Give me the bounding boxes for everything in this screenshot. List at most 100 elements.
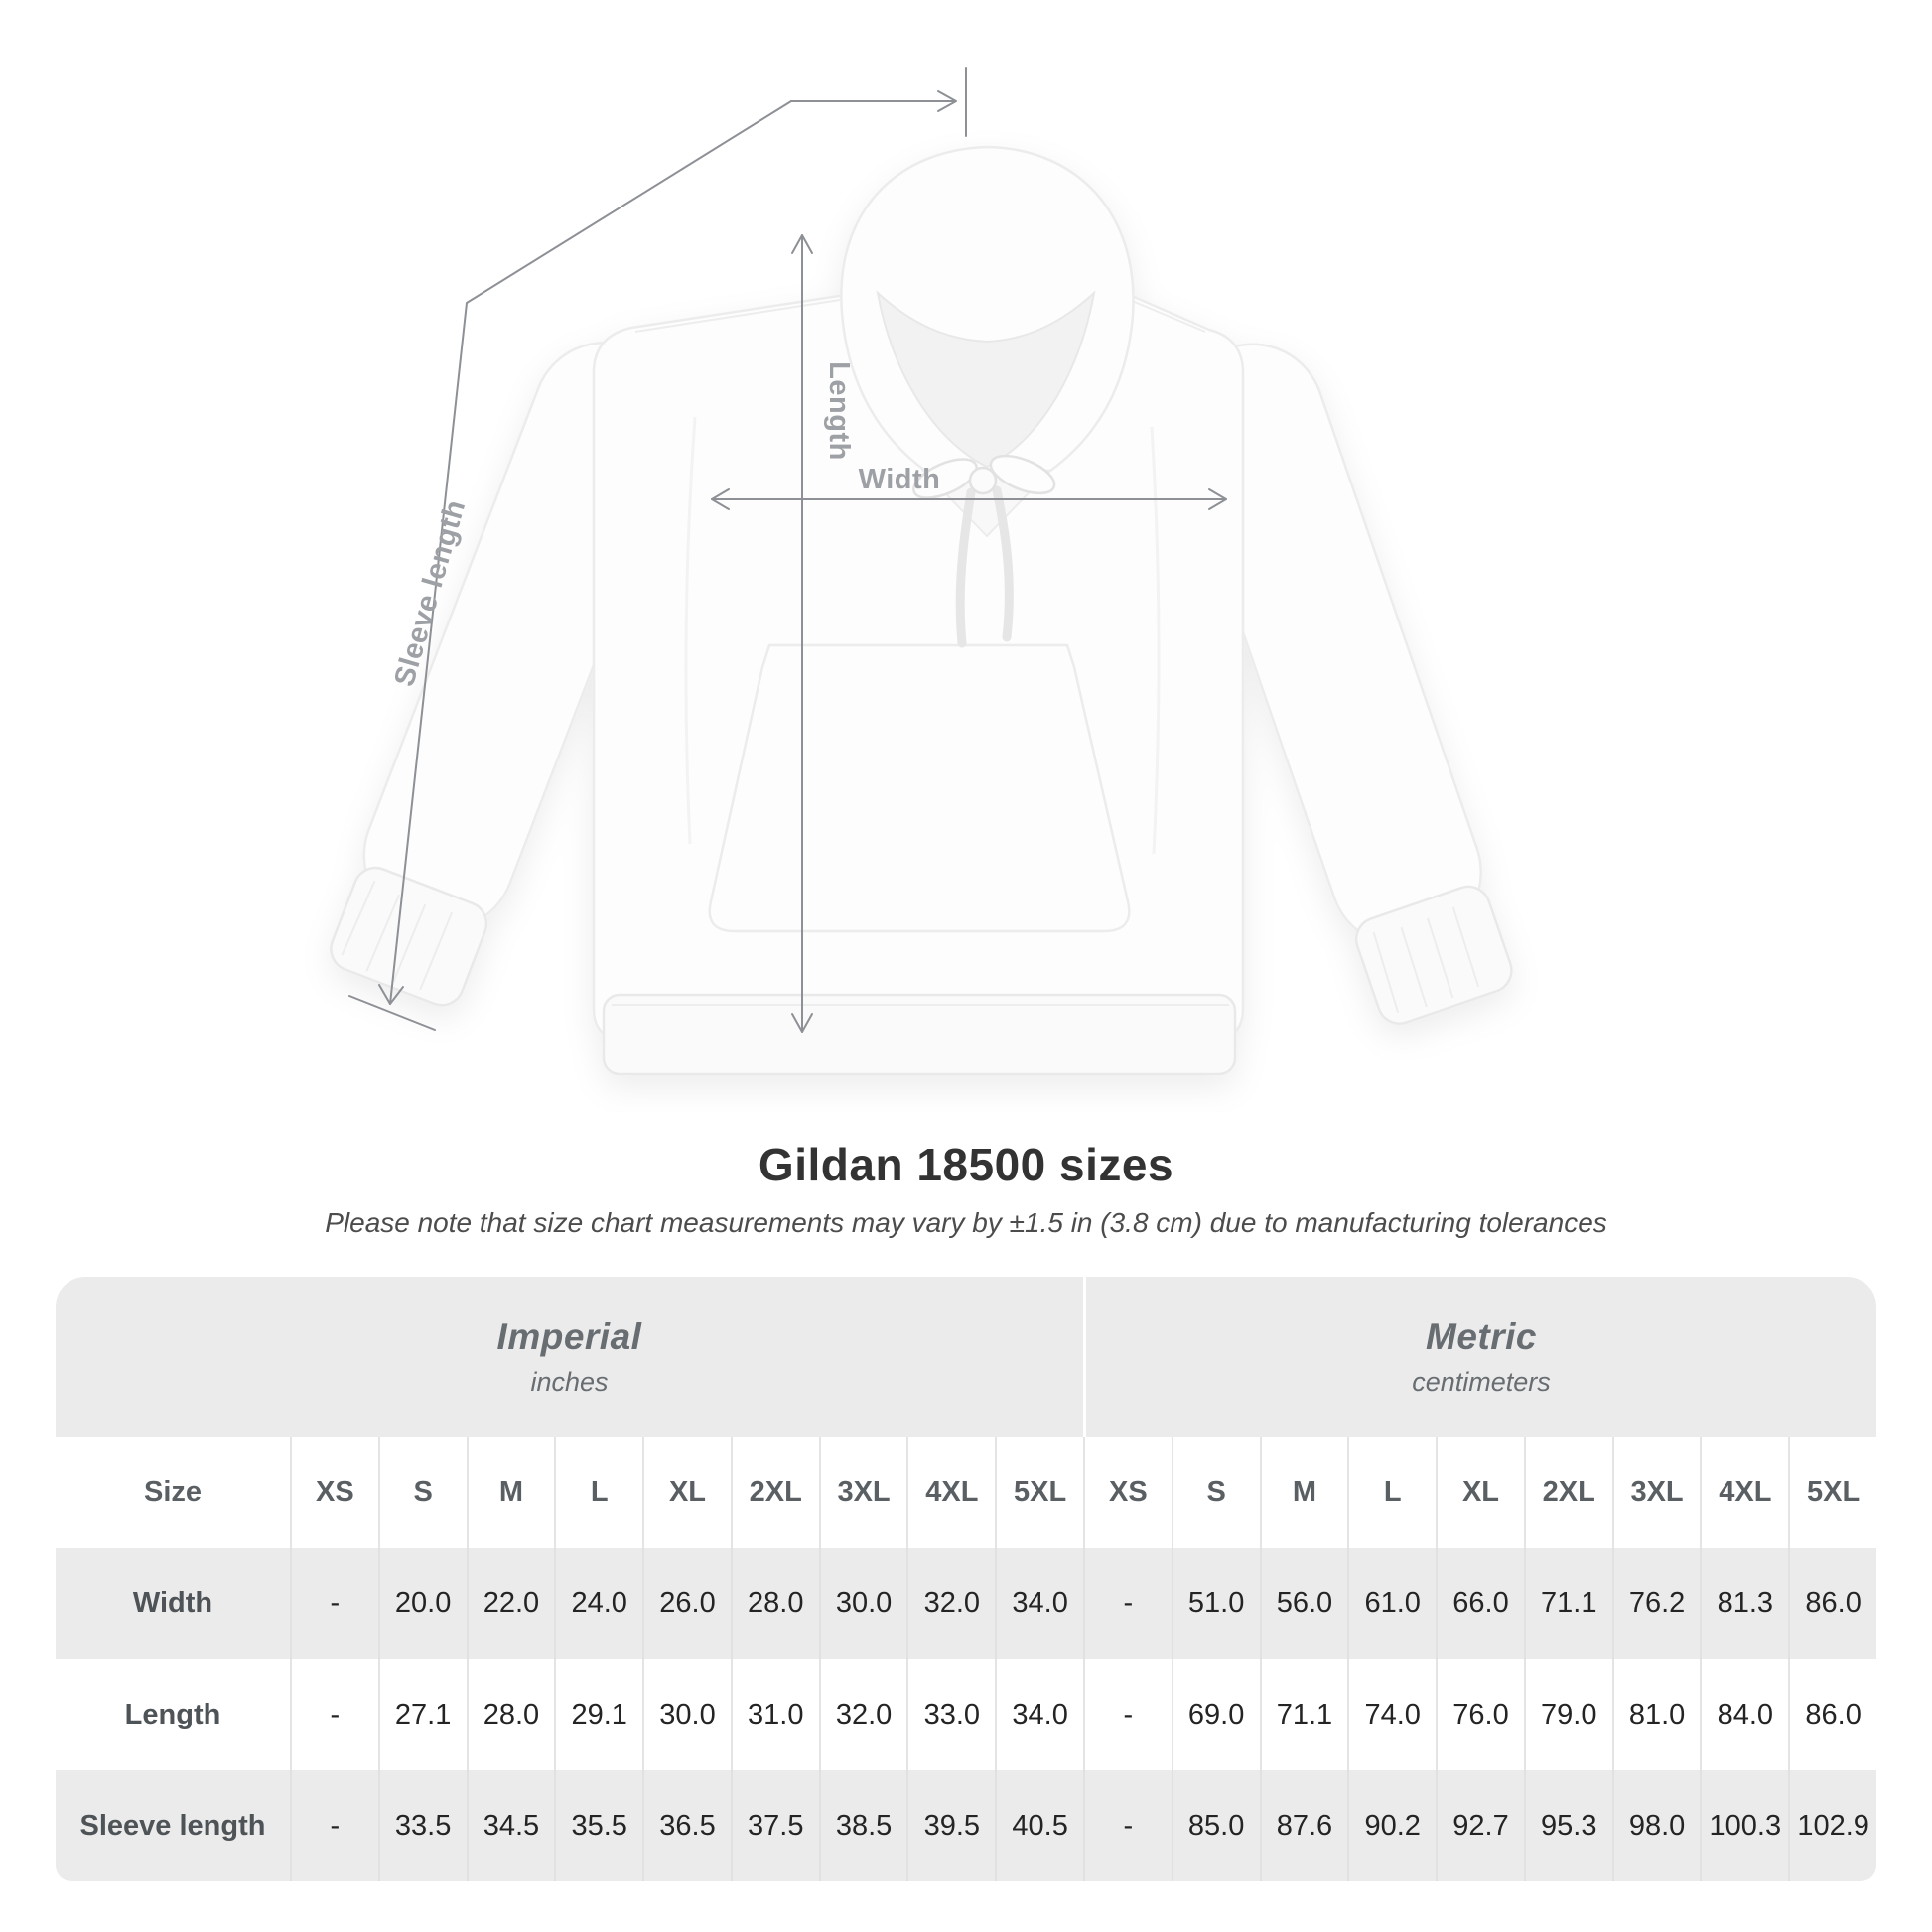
table-cell: 98.0 xyxy=(1611,1770,1701,1881)
hoodie-photo xyxy=(330,145,1513,1076)
table-cell: 81.3 xyxy=(1700,1548,1789,1659)
size-col-header: 2XL xyxy=(730,1437,819,1548)
hoodie-diagram-canvas: Sleeve length Length Width xyxy=(330,67,1513,1076)
size-col-header: 3XL xyxy=(1611,1437,1701,1548)
down-arrowhead-icon xyxy=(378,984,404,1005)
table-cell: 33.5 xyxy=(377,1770,467,1881)
table-cell: 32.0 xyxy=(906,1548,996,1659)
table-cell: 85.0 xyxy=(1171,1770,1260,1881)
size-col-header: 2XL xyxy=(1523,1437,1612,1548)
table-cell: 30.0 xyxy=(642,1659,731,1770)
table-cell: 51.0 xyxy=(1171,1548,1260,1659)
table-cell: - xyxy=(290,1659,378,1770)
table-cell: 40.5 xyxy=(995,1770,1083,1881)
table-cell: 100.3 xyxy=(1700,1770,1789,1881)
size-col-header: 5XL xyxy=(1788,1437,1876,1548)
size-table: Imperial inches Metric centimeters Size … xyxy=(56,1277,1876,1881)
sleeve-end-tick-mark xyxy=(348,995,436,1031)
sleeve-length-line xyxy=(389,100,792,1005)
table-cell: 95.3 xyxy=(1523,1770,1612,1881)
table-cell: 86.0 xyxy=(1788,1659,1876,1770)
heading-block: Gildan 18500 sizes Please note that size… xyxy=(0,1138,1932,1239)
size-col-header: 5XL xyxy=(995,1437,1083,1548)
size-col-header: S xyxy=(1171,1437,1260,1548)
table-cell: 38.5 xyxy=(818,1770,907,1881)
table-cell: 39.5 xyxy=(906,1770,996,1881)
table-cell: 37.5 xyxy=(730,1770,819,1881)
table-cell: 28.0 xyxy=(730,1548,819,1659)
size-col-header: XL xyxy=(1436,1437,1524,1548)
table-cell: 31.0 xyxy=(730,1659,819,1770)
width-label: Width xyxy=(859,464,941,495)
size-table-wrap: Imperial inches Metric centimeters Size … xyxy=(56,1277,1876,1881)
row-label: Width xyxy=(56,1548,290,1659)
table-cell: 71.1 xyxy=(1523,1548,1612,1659)
table-cell: 61.0 xyxy=(1347,1548,1437,1659)
size-column-header: Size xyxy=(143,1475,203,1508)
table-cell: 81.0 xyxy=(1611,1659,1701,1770)
table-cell: 87.6 xyxy=(1259,1770,1348,1881)
table-cell: 26.0 xyxy=(642,1548,731,1659)
row-label: Sleeve length xyxy=(56,1770,290,1881)
table-cell: 66.0 xyxy=(1436,1548,1524,1659)
table-cell: - xyxy=(290,1548,378,1659)
table-cell: 30.0 xyxy=(818,1548,907,1659)
size-col-header: L xyxy=(1347,1437,1436,1548)
row-label: Length xyxy=(124,1698,221,1730)
size-col-header: 4XL xyxy=(1700,1437,1788,1548)
table-cell: 79.0 xyxy=(1523,1659,1612,1770)
right-arrowhead-icon xyxy=(1208,488,1227,510)
hoodie-measurement-diagram: Sleeve length Length Width xyxy=(330,67,1513,1076)
table-cell: 35.5 xyxy=(554,1770,643,1881)
metric-label: Metric xyxy=(1426,1315,1537,1357)
table-cell: 76.0 xyxy=(1436,1659,1524,1770)
size-col-header: XS xyxy=(290,1437,378,1548)
table-cell: 27.1 xyxy=(377,1659,467,1770)
table-cell: 69.0 xyxy=(1171,1659,1260,1770)
table-cell: 20.0 xyxy=(377,1548,467,1659)
imperial-unit-label: inches xyxy=(530,1366,609,1397)
size-col-header: L xyxy=(554,1437,642,1548)
size-col-header: M xyxy=(466,1437,555,1548)
table-cell: 24.0 xyxy=(554,1548,643,1659)
table-cell: - xyxy=(290,1770,378,1881)
size-col-header: XL xyxy=(642,1437,731,1548)
table-cell: 74.0 xyxy=(1347,1659,1436,1770)
page-title: Gildan 18500 sizes xyxy=(758,1139,1174,1190)
left-arrowhead-icon xyxy=(711,488,730,510)
table-cell: 34.0 xyxy=(995,1659,1083,1770)
down-arrowhead-icon xyxy=(791,1013,813,1033)
metric-unit-label: centimeters xyxy=(1412,1366,1551,1397)
table-cell: 33.0 xyxy=(906,1659,995,1770)
table-cell: 22.0 xyxy=(466,1548,555,1659)
size-col-header: S xyxy=(377,1437,467,1548)
table-cell: 34.5 xyxy=(466,1770,555,1881)
table-cell: 86.0 xyxy=(1788,1548,1876,1659)
table-cell: 28.0 xyxy=(466,1659,555,1770)
up-arrowhead-icon xyxy=(791,234,813,254)
table-cell: 71.1 xyxy=(1259,1659,1348,1770)
size-col-header: 3XL xyxy=(818,1437,907,1548)
right-arrowhead-icon xyxy=(937,90,957,112)
table-cell: - xyxy=(1083,1548,1172,1659)
table-cell: 84.0 xyxy=(1700,1659,1788,1770)
table-cell: 34.0 xyxy=(995,1548,1083,1659)
table-cell: 29.1 xyxy=(554,1659,642,1770)
table-cell: 32.0 xyxy=(818,1659,907,1770)
metric-group-header: Metric centimeters xyxy=(1083,1277,1876,1437)
size-col-header: M xyxy=(1259,1437,1348,1548)
length-label: Length xyxy=(823,361,855,461)
table-cell: 36.5 xyxy=(642,1770,731,1881)
table-cell: - xyxy=(1083,1659,1172,1770)
table-cell: 76.2 xyxy=(1611,1548,1701,1659)
table-cell: - xyxy=(1083,1770,1172,1881)
imperial-group-header: Imperial inches xyxy=(56,1277,1083,1437)
size-col-header: 4XL xyxy=(906,1437,995,1548)
table-cell: 102.9 xyxy=(1788,1770,1876,1881)
table-cell: 90.2 xyxy=(1347,1770,1437,1881)
size-col-header: XS xyxy=(1083,1437,1172,1548)
tolerance-note: Please note that size chart measurements… xyxy=(325,1207,1607,1238)
table-cell: 92.7 xyxy=(1436,1770,1524,1881)
table-cell: 56.0 xyxy=(1259,1548,1348,1659)
